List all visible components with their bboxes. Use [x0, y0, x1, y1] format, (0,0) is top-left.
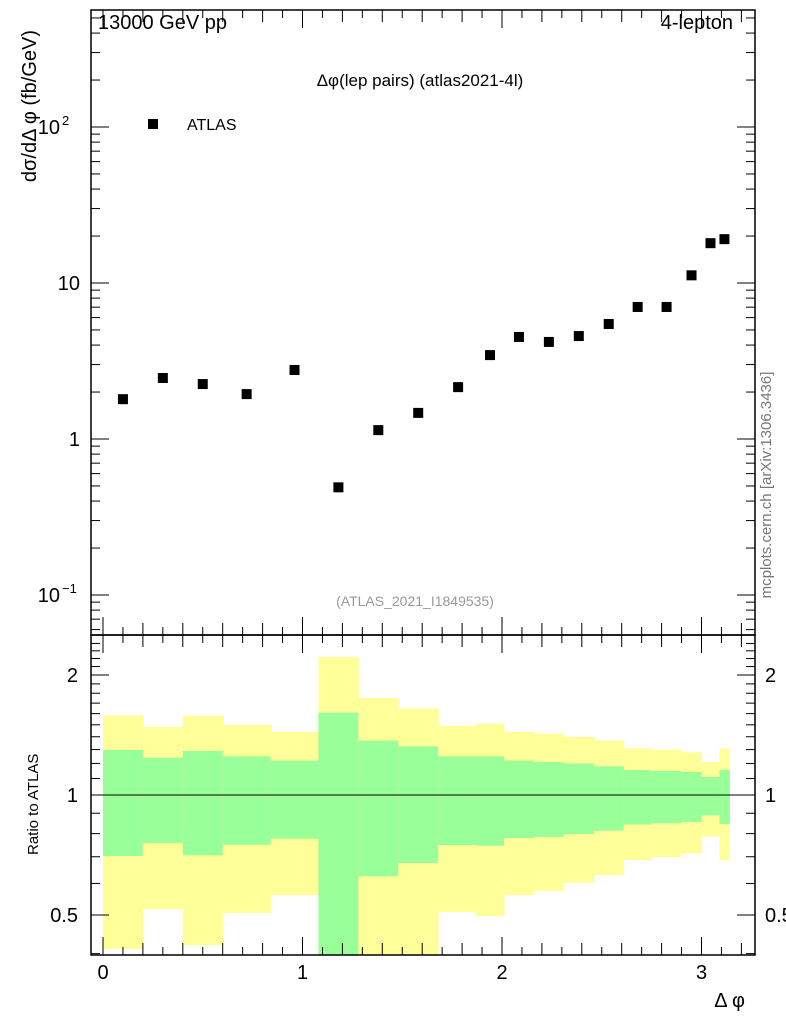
y-tick-label: 10 — [58, 273, 80, 295]
y-tick-label: 10 — [38, 585, 60, 607]
data-point — [719, 234, 730, 245]
data-point — [632, 301, 643, 312]
green-band-bin — [103, 749, 144, 857]
green-band-bin — [623, 770, 653, 825]
x-axis-label: Δ φ — [714, 990, 745, 1012]
y-tick-exponent: 2 — [62, 113, 69, 128]
green-band-bin — [438, 756, 477, 846]
data-point — [373, 425, 384, 436]
data-point — [197, 379, 208, 390]
data-point — [157, 373, 168, 384]
x-tick-label: 0 — [97, 962, 108, 984]
data-point — [289, 364, 300, 375]
data-point — [573, 331, 584, 342]
x-tick-label: 3 — [696, 962, 707, 984]
data-points — [117, 234, 730, 493]
data-point — [543, 336, 554, 347]
green-band-bin — [318, 712, 359, 955]
green-band-bin — [681, 772, 702, 822]
green-band-bin — [503, 760, 535, 839]
green-band-bin — [563, 763, 595, 835]
data-point — [413, 407, 424, 418]
y-tick-exponent: −1 — [62, 581, 77, 596]
ratio-y-tick-label-left: 1 — [67, 785, 78, 807]
ratio-y-tick-label-left: 0.5 — [50, 905, 78, 927]
side-note: mcplots.cern.ch [arXiv:1306.3436] — [758, 372, 775, 599]
data-point — [333, 482, 344, 493]
data-point — [661, 301, 672, 312]
y-tick-label: 1 — [69, 429, 80, 451]
green-band-bin — [358, 740, 399, 877]
ratio-y-tick-label-right: 1 — [765, 785, 776, 807]
green-band-bin — [476, 756, 505, 846]
data-point — [241, 389, 252, 400]
axis-ticks — [91, 10, 755, 955]
data-point — [603, 318, 614, 329]
green-band-bin — [533, 761, 565, 837]
data-point — [513, 331, 524, 342]
analysis-id: (ATLAS_2021_I1849535) — [336, 593, 494, 609]
green-band-bin — [701, 776, 720, 816]
ratio-y-axis-label: Ratio to ATLAS — [25, 754, 42, 855]
x-tick-label: 2 — [496, 962, 507, 984]
data-point — [686, 270, 697, 281]
data-point — [485, 350, 496, 361]
green-band-bin — [182, 750, 224, 856]
green-band-bin — [651, 770, 683, 824]
ratio-y-tick-label-right: 2 — [765, 665, 776, 687]
x-tick-label: 1 — [297, 962, 308, 984]
main-frame — [90, 9, 756, 636]
data-point — [453, 382, 464, 393]
ratio-y-tick-label-right: 0.5 — [765, 905, 786, 927]
green-band-bin — [719, 770, 730, 825]
data-point — [117, 394, 128, 405]
green-band-bin — [222, 756, 272, 845]
green-band-bin — [142, 757, 184, 844]
energy-label: 13000 GeV pp — [98, 12, 227, 34]
ratio-y-tick-label-left: 2 — [67, 665, 78, 687]
chart-title: Δφ(lep pairs) (atlas2021-4l) — [317, 71, 524, 90]
green-band-bin — [270, 760, 319, 839]
green-band-bin — [593, 766, 625, 831]
ratio-bands — [103, 656, 730, 955]
green-band-bin — [398, 746, 439, 864]
y-tick-label: 10 — [38, 117, 60, 139]
legend-label-atlas: ATLAS — [187, 117, 237, 134]
legend-marker-atlas — [148, 119, 158, 129]
process-label: 4-lepton — [661, 12, 733, 34]
data-point — [705, 238, 716, 249]
y-axis-label: dσ/dΔ φ (fb/GeV) — [19, 30, 41, 182]
